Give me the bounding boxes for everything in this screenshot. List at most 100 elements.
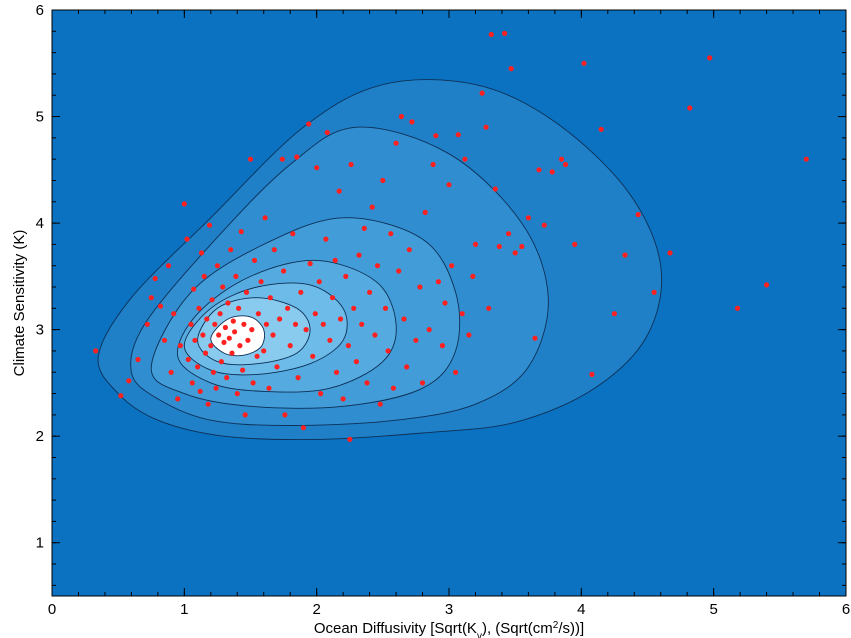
data-point [347, 436, 353, 442]
data-point [388, 231, 394, 237]
data-point [206, 222, 213, 228]
data-point [446, 182, 452, 188]
data-point [333, 369, 340, 375]
data-point [185, 356, 191, 363]
data-point [243, 289, 250, 295]
data-point [165, 263, 172, 269]
data-point [144, 321, 150, 327]
data-point [558, 156, 565, 162]
data-point [279, 156, 285, 162]
data-point [277, 316, 283, 322]
data-point [195, 364, 201, 370]
data-point [258, 279, 264, 285]
data-point [549, 169, 555, 175]
data-point [581, 60, 587, 66]
data-point [512, 250, 518, 256]
y-tick-label: 2 [36, 428, 44, 445]
data-point [237, 343, 243, 349]
y-tick-label: 4 [36, 215, 44, 232]
data-point [281, 268, 287, 274]
data-point [250, 380, 256, 386]
data-point [687, 105, 693, 111]
data-point [598, 126, 604, 132]
data-point [488, 31, 494, 38]
data-point [336, 188, 342, 194]
data-point [285, 305, 291, 311]
data-point [422, 209, 428, 215]
y-axis-label: Climate Sensitivity (K) [11, 230, 28, 377]
data-point [442, 300, 448, 306]
data-point [267, 295, 273, 301]
data-point [419, 380, 426, 386]
data-point [462, 156, 468, 162]
data-point [320, 321, 326, 327]
data-point [340, 396, 346, 402]
data-point [217, 311, 223, 317]
data-point [232, 329, 238, 335]
data-point [398, 113, 404, 120]
y-tick-label: 6 [36, 2, 44, 19]
data-point [175, 396, 181, 402]
data-point [126, 378, 132, 384]
data-point [192, 337, 198, 343]
data-point [651, 289, 657, 295]
data-point [198, 250, 205, 256]
data-point [430, 161, 436, 168]
data-point [294, 154, 300, 160]
data-point [220, 284, 226, 290]
data-point [204, 316, 210, 322]
data-point [380, 177, 386, 184]
data-point [351, 305, 357, 311]
data-point [245, 337, 251, 343]
data-point [502, 30, 508, 36]
data-point [318, 391, 324, 397]
data-point [161, 337, 168, 343]
data-point [233, 273, 239, 279]
data-point [562, 161, 569, 168]
data-point [205, 401, 211, 407]
data-point [196, 305, 202, 311]
data-point [472, 241, 479, 247]
data-point [439, 343, 445, 349]
data-point [508, 66, 514, 72]
data-point [390, 385, 396, 391]
data-point [433, 133, 439, 139]
data-point [93, 348, 99, 354]
y-tick-label: 3 [36, 322, 44, 339]
data-point [426, 327, 432, 333]
data-point [589, 371, 595, 377]
data-point [536, 167, 542, 173]
data-point [323, 236, 329, 242]
data-point [201, 273, 207, 279]
y-tick-label: 5 [36, 109, 44, 126]
data-point [312, 311, 318, 317]
data-point [210, 369, 216, 375]
data-point [191, 286, 197, 292]
data-point [361, 225, 367, 231]
data-point [406, 247, 412, 253]
data-point [622, 252, 628, 258]
data-point [496, 243, 502, 250]
data-point [332, 257, 338, 263]
data-point [367, 289, 373, 295]
data-point [226, 335, 232, 341]
data-point [483, 124, 489, 130]
data-point [240, 367, 246, 373]
data-point [148, 295, 154, 301]
data-point [359, 321, 365, 327]
data-point [298, 289, 304, 295]
x-tick-label: 4 [577, 601, 585, 618]
data-point [271, 247, 277, 253]
data-point [249, 327, 255, 333]
x-tick-label: 0 [48, 601, 56, 618]
data-point [734, 305, 741, 311]
data-point [396, 268, 402, 274]
x-tick-label: 2 [312, 601, 320, 618]
x-tick-label: 1 [180, 601, 188, 618]
data-point [611, 311, 618, 317]
data-point [310, 353, 316, 359]
data-point [274, 364, 280, 370]
data-point [417, 284, 423, 290]
data-point [385, 348, 391, 354]
data-point [202, 350, 209, 356]
